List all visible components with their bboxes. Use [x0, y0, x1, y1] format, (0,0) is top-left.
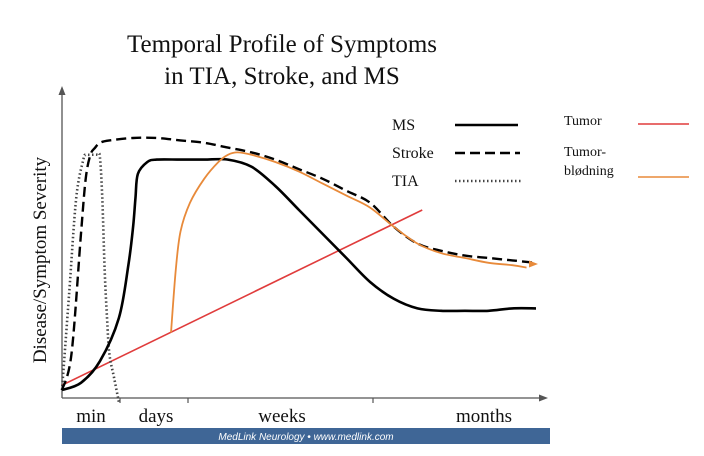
- x-tick-label-days: days: [139, 406, 174, 427]
- y-axis-label: Disease/Symptom Severity: [30, 156, 51, 363]
- legend-label-stroke: Stroke: [392, 145, 434, 162]
- legend-label-tumor-bleeding-line-1: Tumor-: [564, 145, 606, 160]
- series-line-stroke: [60, 136, 537, 391]
- legend-left: MS Stroke TIA: [392, 117, 522, 190]
- axes: [58, 86, 548, 403]
- legend-label-tia: TIA: [392, 173, 419, 190]
- footer-credit: MedLink Neurology • www.medlink.com: [218, 432, 393, 443]
- series-line-tumor: [61, 209, 423, 386]
- x-axis-arrowhead: [539, 394, 548, 402]
- y-axis-arrowhead: [58, 86, 66, 95]
- x-tick-label-min: min: [76, 406, 106, 427]
- tumor-bleeding-arrowhead: [529, 260, 538, 268]
- footer-bar: [62, 428, 550, 444]
- series-line-tumor-bleeding: [170, 151, 527, 333]
- legend-right: Tumor Tumor- blødning: [564, 114, 689, 179]
- x-tick-label-months: months: [456, 406, 512, 427]
- series-line-tia: [60, 152, 121, 403]
- series-layer: [60, 136, 538, 403]
- legend-label-tumor-bleeding-line-2: blødning: [564, 164, 614, 179]
- legend-label-ms: MS: [392, 117, 415, 134]
- x-tick-label-weeks: weeks: [258, 406, 305, 427]
- series-line-ms: [61, 157, 537, 392]
- chart-title-line-1: Temporal Profile of Symptoms: [127, 31, 437, 58]
- chart-title-line-2: in TIA, Stroke, and MS: [164, 63, 400, 90]
- legend-label-tumor: Tumor: [564, 114, 602, 129]
